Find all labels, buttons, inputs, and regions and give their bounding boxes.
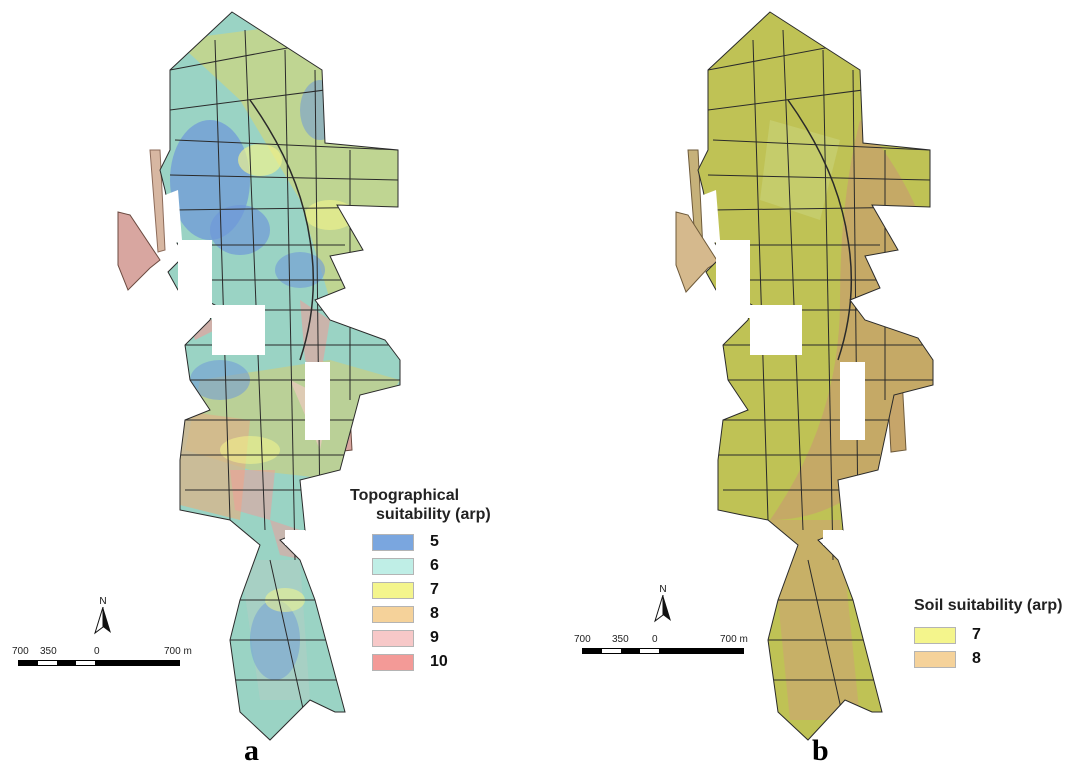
legend-item: 8: [372, 602, 491, 626]
legend-swatch: [372, 629, 414, 647]
map-gap: [212, 305, 265, 355]
legend-label: 7: [430, 581, 439, 598]
scale-tick: 700: [12, 646, 29, 657]
legend-label: 7: [972, 626, 981, 643]
legend-label: 6: [430, 557, 439, 574]
legend-swatch: [372, 653, 414, 671]
legend-title: suitability (arp): [376, 506, 491, 523]
legend-swatch: [372, 581, 414, 599]
legend-swatch: [914, 626, 956, 644]
map-gap: [823, 530, 843, 545]
map-gap: [165, 190, 182, 245]
legend-item: 7: [372, 578, 491, 602]
legend-label: 8: [430, 605, 439, 622]
topographical-suitability-map: [117, 11, 401, 741]
map-gap: [285, 530, 305, 545]
scale-tick: 350: [612, 634, 629, 645]
legend-title: Topographical: [350, 487, 460, 504]
legend-label: 10: [430, 653, 448, 670]
field-strip: [117, 211, 161, 291]
legend-item: 6: [372, 554, 491, 578]
north-arrow-icon: [654, 594, 671, 623]
legend-swatch: [372, 557, 414, 575]
legend-topographical: Topographical suitability (arp) 5 6 7 8 …: [350, 486, 491, 674]
legend-soil: Soil suitability (arp) 7 8: [914, 596, 1062, 671]
north-label: N: [659, 584, 667, 595]
map-gap: [840, 362, 865, 440]
legend-item: 9: [372, 626, 491, 650]
map-gap: [305, 362, 330, 440]
scale-bar: 700 350 0 700 m: [12, 646, 192, 666]
map-panel-soil: N 700 350 0 700 m Soil suitability (arp)…: [540, 0, 1081, 767]
map-gap: [750, 305, 802, 355]
scale-tick: 0: [652, 634, 658, 645]
scale-bar: 700 350 0 700 m: [574, 634, 754, 654]
legend-swatch: [372, 533, 414, 551]
north-arrow: N: [92, 596, 114, 640]
field-boundaries: [169, 29, 400, 740]
panel-label-b: b: [812, 734, 829, 767]
map-gap: [703, 190, 720, 245]
scale-tick: 700 m: [720, 634, 748, 645]
legend-item: 8: [914, 647, 1062, 671]
legend-swatch: [914, 650, 956, 668]
north-label: N: [99, 596, 107, 607]
legend-label: 8: [972, 650, 981, 667]
field-strip: [675, 211, 719, 293]
map-gap: [716, 240, 750, 318]
legend-item: 5: [372, 530, 491, 554]
scale-tick: 700: [574, 634, 591, 645]
scale-tick: 0: [94, 646, 100, 657]
legend-item: 7: [914, 623, 1062, 647]
north-arrow-icon: [94, 606, 111, 635]
panel-label-a: a: [244, 734, 259, 767]
soil-suitability-map: [675, 11, 934, 741]
scale-tick: 700 m: [164, 646, 192, 657]
legend-title: Soil suitability (arp): [914, 597, 1063, 614]
legend-label: 9: [430, 629, 439, 646]
map-panel-topographical: N 700 350 0 700 m Topographical suitabil…: [0, 0, 540, 767]
legend-item: 10: [372, 650, 491, 674]
legend-label: 5: [430, 533, 439, 550]
map-gap: [178, 240, 212, 318]
legend-swatch: [372, 605, 414, 623]
north-arrow: N: [652, 584, 674, 628]
scale-tick: 350: [40, 646, 57, 657]
